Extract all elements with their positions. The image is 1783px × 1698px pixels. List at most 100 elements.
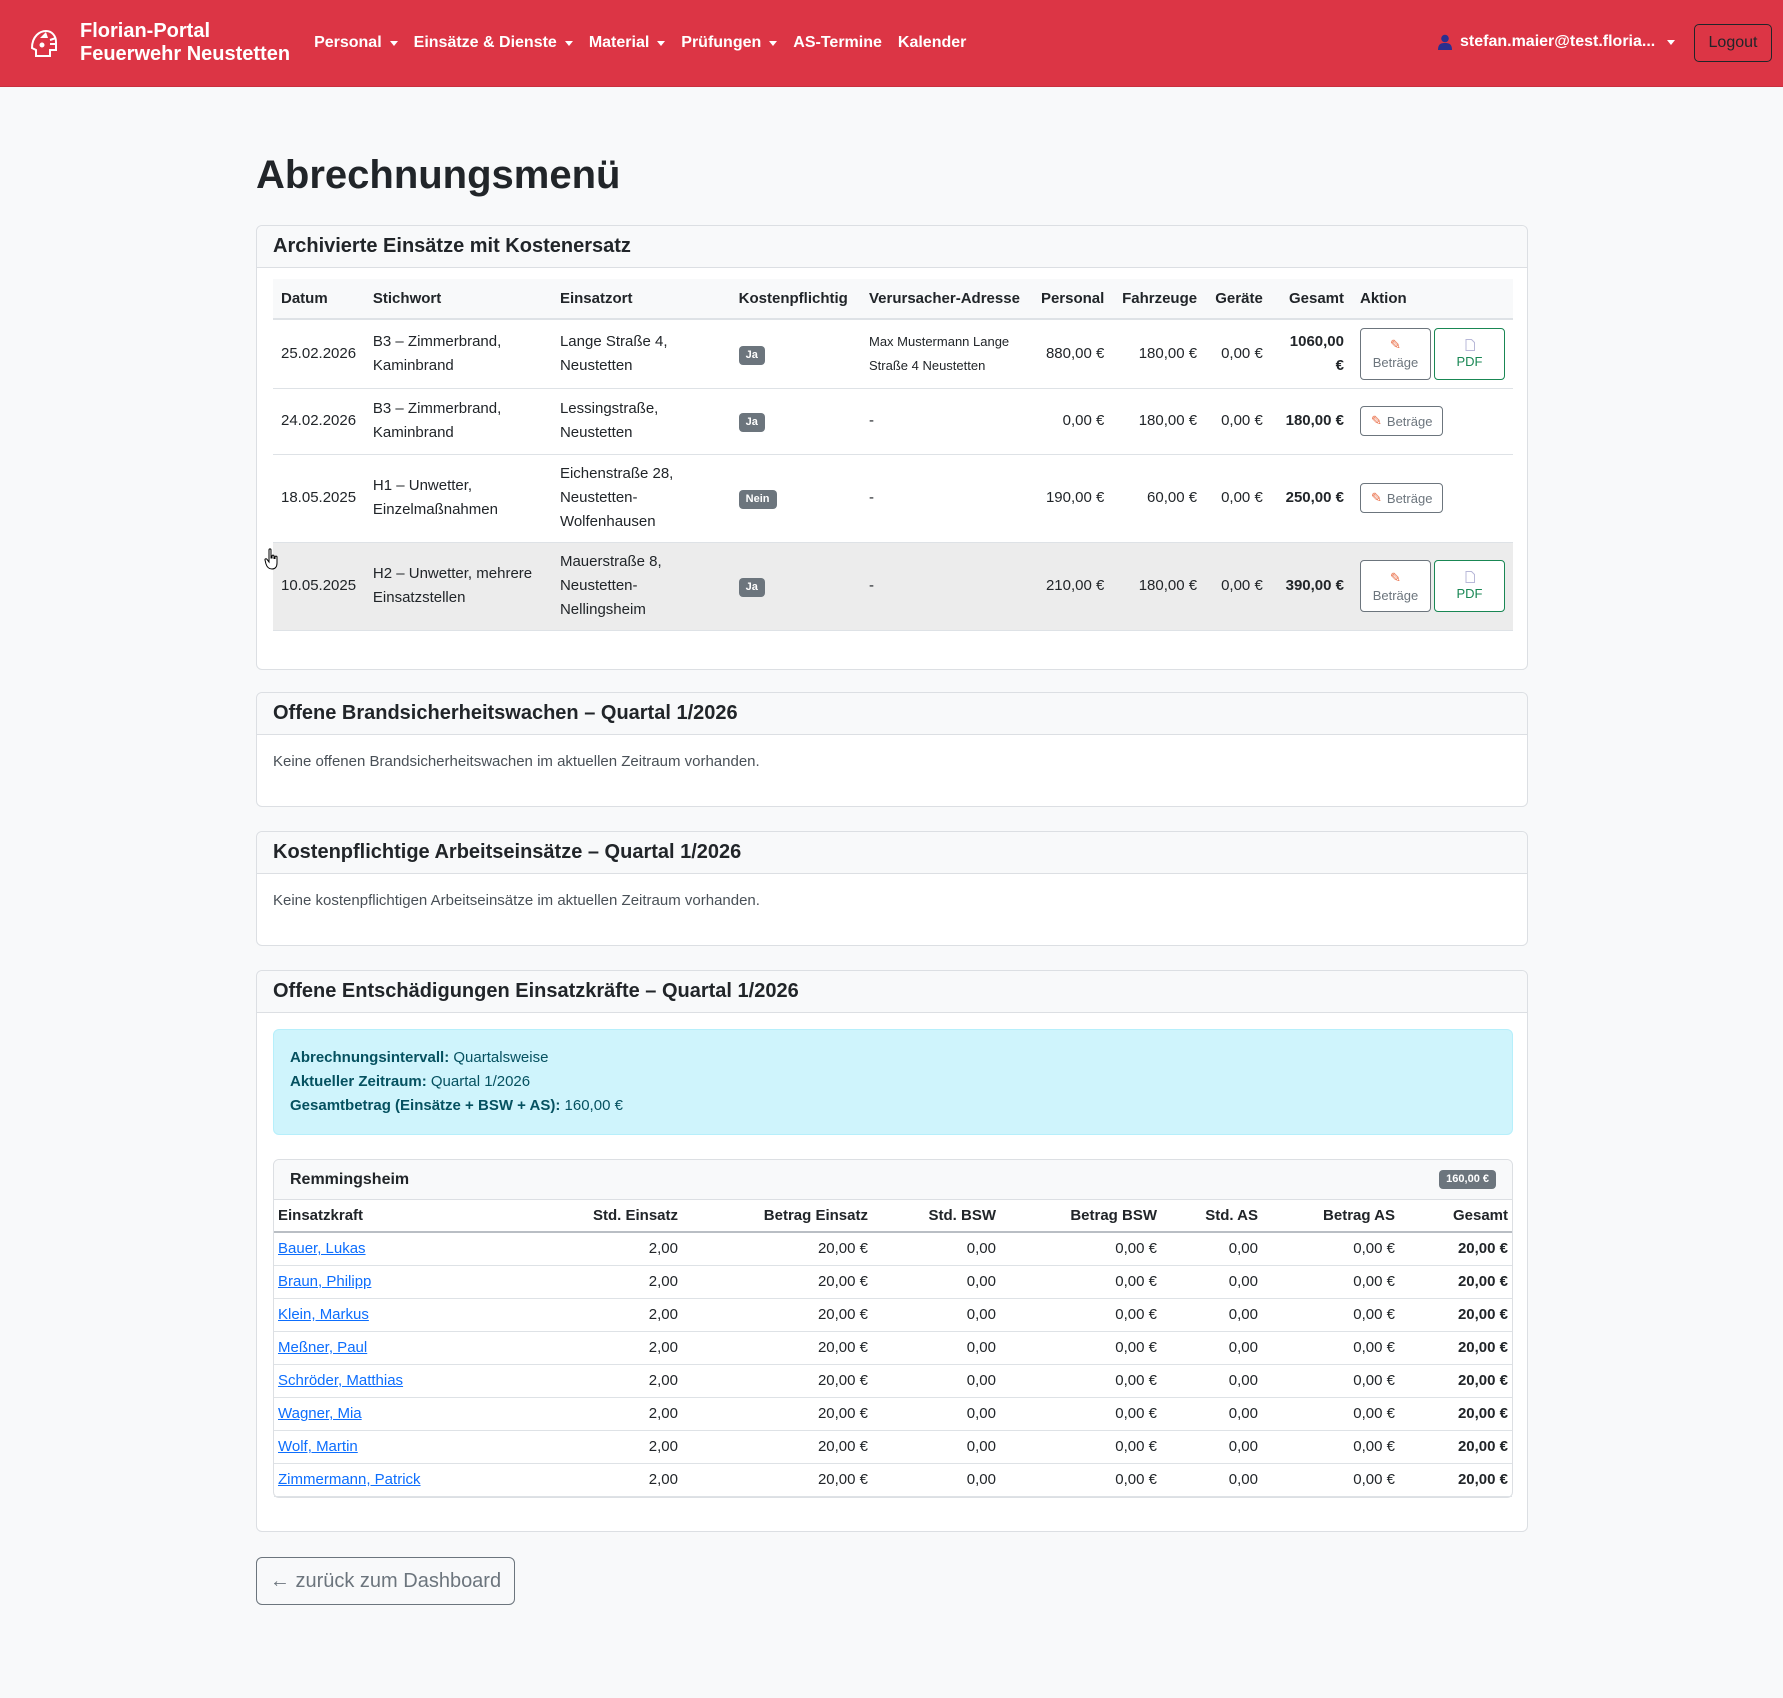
cell-std-bsw: 0,00	[872, 1463, 1000, 1497]
brand-line-1: Florian-Portal	[80, 20, 211, 42]
cell-aktion: ✎ Beträge	[1352, 454, 1513, 543]
cell-std-bsw: 0,00	[872, 1298, 1000, 1332]
cell-std-bsw: 0,00	[872, 1430, 1000, 1464]
col-datum: Datum	[273, 279, 365, 320]
einsatzkraft-link[interactable]: Zimmermann, Patrick	[278, 1471, 421, 1488]
nav-as-termine[interactable]: AS-Termine	[793, 34, 882, 52]
pencil-icon: ✎	[1371, 490, 1382, 505]
pdf-button[interactable]: PDF	[1434, 560, 1505, 612]
button-label: PDF	[1456, 586, 1483, 601]
cell-datum: 18.05.2025	[273, 454, 365, 543]
nav-personal[interactable]: Personal	[314, 34, 398, 52]
cell-betrag-bsw: 0,00 €	[1000, 1331, 1161, 1365]
brand[interactable]: Florian-Portal Feuerwehr Neustetten	[26, 20, 290, 66]
nav-label: AS-Termine	[793, 34, 882, 51]
cell-std-as: 0,00	[1161, 1397, 1262, 1431]
cell-std-bsw: 0,00	[872, 1364, 1000, 1398]
einsatzkraft-link[interactable]: Meßner, Paul	[278, 1339, 368, 1356]
cell-std-einsatz: 2,00	[514, 1397, 682, 1431]
arbeit-card: Kostenpflichtige Arbeitseinsätze – Quart…	[256, 831, 1528, 946]
cell-std-as: 0,00	[1161, 1430, 1262, 1464]
cell-betrag-as: 0,00 €	[1262, 1265, 1399, 1299]
back-to-dashboard-button[interactable]: ← zurück zum Dashboard	[256, 1557, 515, 1605]
cell-gesamt: 20,00 €	[1399, 1232, 1512, 1266]
cell-adresse: -	[860, 542, 1033, 631]
pdf-button[interactable]: PDF	[1434, 327, 1505, 380]
cell-std-as: 0,00	[1161, 1232, 1262, 1266]
cell-einsatzkraft: Wagner, Mia	[274, 1397, 514, 1431]
cell-std-as: 0,00	[1161, 1463, 1262, 1497]
table-row: Wolf, Martin 2,00 20,00 €0,00 0,00 €0,00 0,0…	[274, 1430, 1512, 1464]
cell-personal: 190,00 €	[1032, 454, 1113, 543]
col-einsatzkraft: Einsatzkraft	[274, 1200, 514, 1233]
user-menu[interactable]: stefan.maier@test.floria...	[1438, 33, 1676, 51]
cell-gesamt: 250,00 €	[1270, 454, 1352, 543]
cell-aktion: ✎ Beträge PDF	[1352, 542, 1513, 631]
cell-personal: 210,00 €	[1032, 542, 1113, 631]
table-row: 10.05.2025 H2 – Unwetter, mehrere Einsat…	[273, 542, 1513, 631]
einsatzkraft-link[interactable]: Braun, Philipp	[278, 1273, 372, 1290]
einsatzkraft-link[interactable]: Wagner, Mia	[278, 1405, 362, 1422]
button-label: Beträge	[1386, 413, 1433, 429]
nav-kalender[interactable]: Kalender	[898, 34, 966, 52]
document-icon	[1465, 571, 1475, 583]
cell-betrag-einsatz: 20,00 €	[682, 1397, 872, 1431]
pencil-icon: ✎	[1390, 337, 1401, 353]
cell-einsatzort: Eichenstraße 28, Neustetten-Wolfenhausen	[551, 454, 731, 543]
entschaedigung-rows: Bauer, Lukas 2,00 20,00 €0,00 0,00 €0,00 0,0…	[274, 1232, 1512, 1497]
kostenpflichtig-badge: Ja	[738, 345, 765, 365]
nav-material[interactable]: Material	[589, 34, 666, 52]
table-row: Wagner, Mia 2,00 20,00 €0,00 0,00 €0,00 0,00…	[274, 1397, 1512, 1431]
einsatzkraft-link[interactable]: Wolf, Martin	[278, 1438, 358, 1455]
cell-betrag-as: 0,00 €	[1262, 1232, 1399, 1266]
cell-gesamt: 1060,00 €	[1270, 319, 1352, 389]
alert-label: Abrechnungsintervall:	[290, 1049, 450, 1066]
cell-datum: 10.05.2025	[273, 542, 365, 631]
col-std-einsatz: Std. Einsatz	[514, 1200, 682, 1233]
alert-line: Aktueller Zeitraum: Quartal 1/2026	[290, 1070, 1496, 1094]
einsatzkraft-link[interactable]: Klein, Markus	[278, 1306, 369, 1323]
cell-betrag-bsw: 0,00 €	[1000, 1265, 1161, 1299]
cell-gesamt: 20,00 €	[1399, 1397, 1512, 1431]
cell-einsatzort: Mauerstraße 8, Neustetten-Nellingsheim	[551, 542, 731, 631]
cell-einsatzort: Lange Straße 4, Neustetten	[551, 319, 731, 389]
cell-adresse: Max Mustermann Lange Straße 4 Neustetten	[860, 319, 1033, 389]
nav-einsaetze-dienste[interactable]: Einsätze & Dienste	[414, 34, 573, 52]
nav-pruefungen[interactable]: Prüfungen	[681, 34, 778, 52]
table-row: 18.05.2025 H1 – Unwetter, Einzelmaßnahme…	[273, 454, 1513, 543]
card-title: Offene Brandsicherheitswachen – Quartal …	[257, 693, 1527, 735]
caret-down-icon	[1667, 39, 1676, 45]
betraege-button[interactable]: ✎ Beträge	[1360, 560, 1431, 612]
cell-betrag-as: 0,00 €	[1262, 1397, 1399, 1431]
cell-betrag-bsw: 0,00 €	[1000, 1397, 1161, 1431]
cell-personal: 0,00 €	[1032, 388, 1113, 455]
einsatzkraft-link[interactable]: Bauer, Lukas	[278, 1240, 366, 1258]
cell-kostenpflichtig: Nein	[730, 454, 861, 543]
group-total-badge: 160,00 €	[1439, 1170, 1496, 1189]
button-label: Beträge	[1386, 490, 1433, 506]
empty-message: Keine kostenpflichtigen Arbeitseinsätze …	[273, 892, 760, 909]
einsatzkraft-link[interactable]: Schröder, Matthias	[278, 1372, 404, 1389]
betraege-button[interactable]: ✎ Beträge	[1360, 327, 1431, 380]
button-label: PDF	[1456, 353, 1483, 369]
archived-card: Archivierte Einsätze mit Kostenersatz Da…	[256, 225, 1528, 670]
logout-button[interactable]: Logout	[1694, 24, 1772, 62]
cell-gesamt: 20,00 €	[1399, 1463, 1512, 1497]
cell-einsatzkraft: Bauer, Lukas	[274, 1232, 514, 1266]
cell-fahrzeuge: 60,00 €	[1112, 454, 1206, 543]
archived-table: Datum Stichwort Einsatzort Kostenpflicht…	[273, 279, 1513, 631]
cell-gesamt: 20,00 €	[1399, 1331, 1512, 1365]
cell-betrag-bsw: 0,00 €	[1000, 1463, 1161, 1497]
cell-geraete: 0,00 €	[1205, 388, 1271, 455]
nav-label: Personal	[314, 34, 382, 51]
betraege-button[interactable]: ✎ Beträge	[1360, 483, 1444, 513]
cell-adresse: -	[860, 454, 1033, 543]
alert-line: Abrechnungsintervall: Quartalsweise	[290, 1046, 1496, 1070]
cell-betrag-einsatz: 20,00 €	[682, 1232, 872, 1266]
betraege-button[interactable]: ✎ Beträge	[1360, 406, 1444, 436]
cell-einsatzkraft: Wolf, Martin	[274, 1430, 514, 1464]
cell-betrag-as: 0,00 €	[1262, 1364, 1399, 1398]
button-label: Beträge	[1372, 355, 1419, 371]
cell-stichwort: H2 – Unwetter, mehrere Einsatzstellen	[364, 542, 552, 631]
nav-label: Einsätze & Dienste	[413, 34, 557, 51]
